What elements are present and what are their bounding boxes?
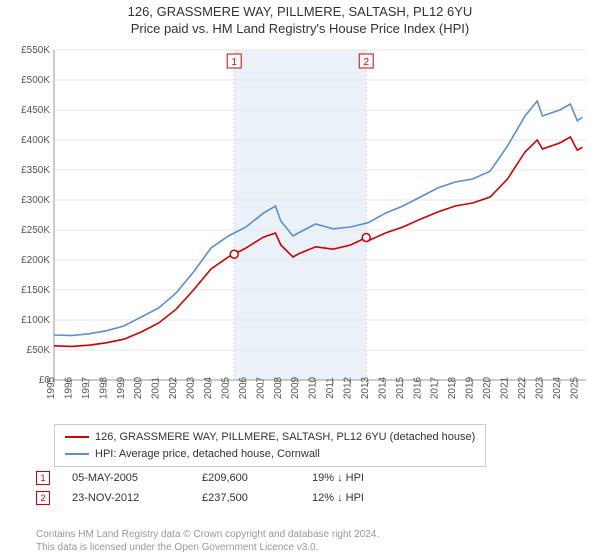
svg-text:2008: 2008 xyxy=(273,376,284,399)
legend-swatch-hpi xyxy=(65,453,89,455)
svg-text:2009: 2009 xyxy=(290,376,301,399)
chart-svg: £0£50K£100K£150K£200K£250K£300K£350K£400… xyxy=(8,44,592,420)
svg-text:1997: 1997 xyxy=(81,376,92,399)
svg-text:2021: 2021 xyxy=(500,376,511,399)
legend: 126, GRASSMERE WAY, PILLMERE, SALTASH, P… xyxy=(54,424,486,467)
sale-marker-1: 1 xyxy=(36,471,50,485)
svg-text:£200K: £200K xyxy=(21,255,50,266)
sales-table: 1 05-MAY-2005 £209,600 19% ↓ HPI 2 23-NO… xyxy=(36,468,422,508)
sale-diff-2: 12% ↓ HPI xyxy=(312,492,422,504)
svg-text:1996: 1996 xyxy=(63,376,74,399)
svg-text:£300K: £300K xyxy=(21,195,50,206)
svg-text:2003: 2003 xyxy=(186,376,197,399)
svg-text:2012: 2012 xyxy=(343,376,354,399)
svg-text:2000: 2000 xyxy=(133,376,144,399)
price-chart: £0£50K£100K£150K£200K£250K£300K£350K£400… xyxy=(8,44,592,420)
svg-text:£500K: £500K xyxy=(21,75,50,86)
svg-text:2019: 2019 xyxy=(465,376,476,399)
sale-date-2: 23-NOV-2012 xyxy=(72,492,202,504)
svg-text:2022: 2022 xyxy=(517,376,528,399)
svg-text:2001: 2001 xyxy=(151,376,162,399)
svg-text:2017: 2017 xyxy=(430,376,441,399)
svg-text:2013: 2013 xyxy=(360,376,371,399)
svg-text:2014: 2014 xyxy=(377,376,388,399)
svg-text:£400K: £400K xyxy=(21,135,50,146)
attribution: Contains HM Land Registry data © Crown c… xyxy=(36,528,379,554)
svg-text:£150K: £150K xyxy=(21,285,50,296)
sale-diff-1: 19% ↓ HPI xyxy=(312,472,422,484)
sale-marker-2: 2 xyxy=(36,491,50,505)
svg-text:2007: 2007 xyxy=(255,376,266,399)
legend-row-hpi: HPI: Average price, detached house, Corn… xyxy=(65,446,475,463)
svg-text:2004: 2004 xyxy=(203,376,214,399)
sale-price-2: £237,500 xyxy=(202,492,312,504)
svg-text:£50K: £50K xyxy=(27,345,51,356)
svg-text:1: 1 xyxy=(231,57,237,68)
svg-text:2002: 2002 xyxy=(168,376,179,399)
svg-text:£250K: £250K xyxy=(21,225,50,236)
legend-swatch-property xyxy=(65,436,89,438)
svg-text:2015: 2015 xyxy=(395,376,406,399)
legend-label-property: 126, GRASSMERE WAY, PILLMERE, SALTASH, P… xyxy=(95,429,475,446)
svg-text:1999: 1999 xyxy=(116,376,127,399)
svg-text:2016: 2016 xyxy=(412,376,423,399)
svg-text:£550K: £550K xyxy=(21,45,50,56)
legend-label-hpi: HPI: Average price, detached house, Corn… xyxy=(95,446,320,463)
svg-text:2006: 2006 xyxy=(238,376,249,399)
chart-title-block: 126, GRASSMERE WAY, PILLMERE, SALTASH, P… xyxy=(0,0,600,36)
chart-title-line2: Price paid vs. HM Land Registry's House … xyxy=(0,21,600,36)
sale-row-2: 2 23-NOV-2012 £237,500 12% ↓ HPI xyxy=(36,488,422,508)
sale-row-1: 1 05-MAY-2005 £209,600 19% ↓ HPI xyxy=(36,468,422,488)
legend-row-property: 126, GRASSMERE WAY, PILLMERE, SALTASH, P… xyxy=(65,429,475,446)
svg-text:2024: 2024 xyxy=(552,376,563,399)
chart-title-line1: 126, GRASSMERE WAY, PILLMERE, SALTASH, P… xyxy=(0,4,600,19)
svg-text:2: 2 xyxy=(363,57,369,68)
svg-text:£350K: £350K xyxy=(21,165,50,176)
svg-text:£450K: £450K xyxy=(21,105,50,116)
sale-price-1: £209,600 xyxy=(202,472,312,484)
svg-text:2010: 2010 xyxy=(308,376,319,399)
svg-text:2018: 2018 xyxy=(447,376,458,399)
svg-text:2023: 2023 xyxy=(534,376,545,399)
attribution-line2: This data is licensed under the Open Gov… xyxy=(36,541,379,554)
svg-text:2020: 2020 xyxy=(482,376,493,399)
attribution-line1: Contains HM Land Registry data © Crown c… xyxy=(36,528,379,541)
svg-text:2005: 2005 xyxy=(220,376,231,399)
svg-text:2011: 2011 xyxy=(325,377,336,399)
svg-text:£100K: £100K xyxy=(21,315,50,326)
sale-date-1: 05-MAY-2005 xyxy=(72,472,202,484)
svg-text:1995: 1995 xyxy=(46,376,57,399)
svg-text:1998: 1998 xyxy=(98,376,109,399)
svg-text:2025: 2025 xyxy=(569,376,580,399)
